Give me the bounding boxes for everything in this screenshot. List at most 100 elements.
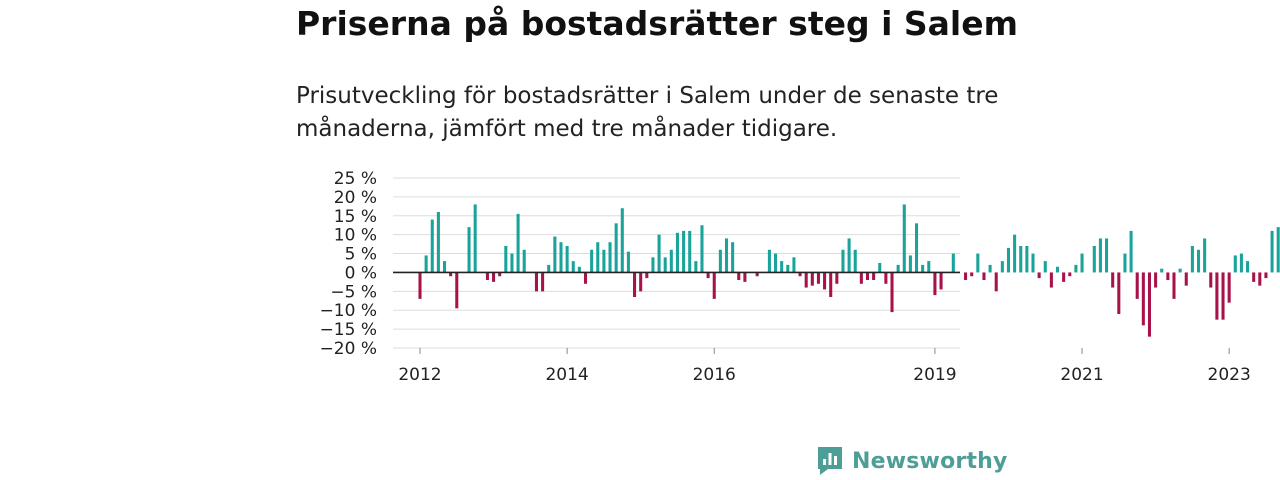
bar — [792, 257, 796, 273]
bar — [1013, 234, 1017, 273]
bar — [896, 264, 900, 273]
bar — [755, 272, 759, 277]
bar — [504, 246, 508, 273]
bar — [473, 204, 477, 273]
bar — [534, 272, 538, 292]
bar — [455, 272, 459, 309]
bar — [1221, 272, 1225, 320]
bar — [976, 253, 980, 273]
bar — [1068, 272, 1072, 277]
bar — [786, 264, 790, 273]
bar — [712, 272, 716, 299]
bar — [737, 272, 741, 280]
bar — [1062, 272, 1066, 282]
bar — [884, 272, 888, 284]
x-tick-label: 2012 — [398, 365, 441, 385]
bar — [522, 249, 526, 273]
bar — [731, 242, 735, 273]
bar — [547, 264, 551, 273]
bar — [608, 242, 612, 273]
bar — [1227, 272, 1231, 303]
bar — [780, 261, 784, 273]
bar — [865, 272, 870, 280]
brand-name: Newsworthy — [852, 448, 1008, 474]
bar — [1276, 227, 1280, 273]
bar — [1105, 238, 1109, 273]
bar — [970, 272, 974, 277]
bar — [1055, 266, 1060, 273]
bar — [798, 272, 802, 277]
bar — [841, 249, 845, 273]
bar — [1031, 253, 1035, 273]
brand-logo[interactable]: Newsworthy — [816, 444, 1008, 478]
bar — [939, 272, 943, 290]
x-tick-label: 2023 — [1208, 365, 1251, 385]
bar — [1233, 255, 1237, 273]
bar — [1074, 264, 1078, 273]
bar — [669, 249, 673, 273]
bar — [1049, 272, 1053, 288]
bar — [718, 249, 722, 273]
bar — [853, 249, 857, 273]
bar — [688, 230, 692, 273]
bars — [393, 204, 1280, 337]
bar — [872, 272, 876, 280]
bar — [878, 263, 882, 273]
bar — [1203, 238, 1207, 273]
y-tick-label: −20 % — [320, 339, 377, 359]
bar — [1246, 261, 1250, 273]
bar — [982, 272, 986, 280]
bar — [700, 225, 704, 273]
bar — [706, 272, 710, 279]
x-tick-label: 2019 — [913, 365, 956, 385]
bar — [418, 272, 422, 299]
bar — [1239, 253, 1243, 273]
bar — [767, 249, 771, 273]
bar — [1135, 272, 1139, 299]
bar — [1098, 238, 1102, 273]
bar — [1037, 272, 1041, 279]
bar — [1154, 272, 1158, 288]
x-tick-label: 2014 — [545, 365, 588, 385]
bar — [626, 251, 630, 273]
bar — [1172, 272, 1176, 299]
bar — [657, 234, 661, 273]
bar — [859, 272, 863, 284]
bar — [1178, 268, 1182, 273]
bar — [553, 236, 557, 273]
bar — [541, 272, 545, 292]
bar — [694, 261, 698, 273]
bar — [590, 249, 594, 273]
y-tick-label: 25 % — [334, 169, 377, 189]
bar — [1025, 246, 1029, 273]
bar — [510, 253, 514, 273]
bar — [436, 212, 440, 273]
y-tick-label: 10 % — [334, 226, 377, 246]
bar — [620, 208, 624, 273]
bar — [1092, 246, 1096, 273]
bar — [651, 257, 655, 273]
bar — [583, 272, 588, 284]
bar — [565, 246, 569, 273]
bar — [1123, 253, 1127, 273]
bar — [602, 249, 606, 273]
bar — [424, 255, 428, 273]
bar — [1190, 246, 1194, 273]
bar — [1129, 230, 1133, 273]
bar — [1111, 272, 1115, 288]
bar — [1043, 261, 1047, 273]
newsworthy-logo-icon — [818, 447, 842, 475]
bar — [559, 242, 563, 273]
bar — [988, 264, 992, 273]
bar — [1270, 230, 1274, 273]
y-tick-label: 20 % — [334, 188, 377, 208]
bar — [492, 272, 496, 282]
bar — [1160, 268, 1164, 273]
bar — [1166, 272, 1170, 280]
chart-subtitle: Prisutveckling för bostadsrätter i Salem… — [296, 83, 999, 142]
bar — [485, 272, 489, 280]
bar — [933, 272, 937, 296]
bar — [1141, 272, 1145, 326]
y-tick-label: 15 % — [334, 207, 377, 227]
bar — [516, 213, 520, 273]
